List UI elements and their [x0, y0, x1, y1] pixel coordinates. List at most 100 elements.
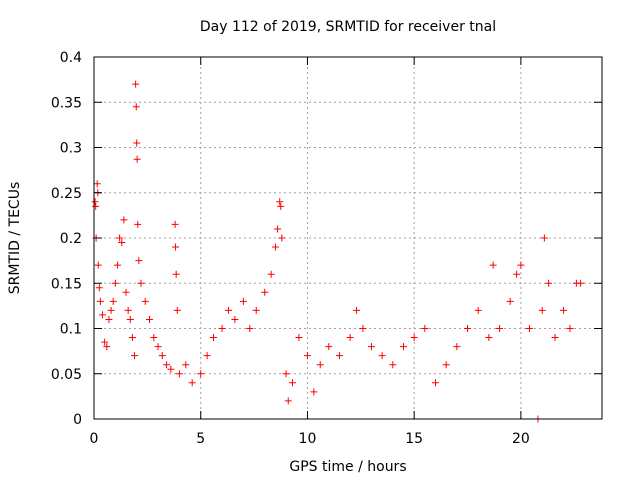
data-point [92, 202, 100, 210]
y-tick-label: 0.25 [51, 186, 82, 202]
data-point [271, 243, 279, 251]
data-point [432, 379, 440, 387]
data-point [566, 325, 574, 332]
data-point [485, 334, 493, 342]
data-point [282, 370, 290, 378]
data-point [289, 379, 297, 387]
grid [94, 57, 602, 419]
data-point [274, 225, 282, 233]
data-point [525, 325, 533, 332]
data-point [116, 234, 124, 242]
data-point [93, 180, 101, 188]
data-point [284, 397, 292, 405]
data-point [158, 352, 166, 360]
data-point [399, 343, 407, 351]
y-tick-label: 0.35 [51, 95, 82, 111]
data-point [122, 288, 130, 296]
data-point [103, 343, 111, 351]
data-point [131, 352, 139, 360]
data-point [91, 198, 99, 206]
data-point [137, 279, 145, 287]
data-point [163, 361, 171, 369]
data-point [154, 343, 162, 351]
data-point [453, 343, 461, 351]
y-tick-label: 0.4 [60, 50, 82, 66]
data-point [133, 155, 141, 163]
x-tick-label: 10 [299, 431, 317, 447]
y-tick-label: 0.1 [60, 322, 82, 338]
y-tick-label: 0 [73, 412, 82, 428]
data-point [410, 334, 418, 342]
data-point [175, 370, 183, 378]
data-point [359, 325, 367, 332]
data-point [173, 306, 181, 314]
data-point [496, 325, 504, 332]
data-point [99, 311, 107, 319]
data-point [203, 352, 211, 360]
y-tick-label: 0.2 [60, 231, 82, 247]
data-point [101, 338, 109, 346]
data-point [218, 325, 226, 332]
data-point [224, 306, 232, 314]
data-point [540, 234, 548, 242]
data-point [389, 361, 397, 369]
data-point [267, 270, 275, 278]
data-point [135, 257, 143, 265]
data-point [172, 243, 180, 251]
data-point [378, 352, 386, 360]
x-tick-label: 0 [90, 431, 99, 447]
data-point [506, 297, 514, 305]
data-point [295, 334, 303, 342]
data-point [346, 334, 354, 342]
data-point [517, 261, 525, 269]
data-point [132, 103, 140, 111]
data-point [167, 365, 175, 373]
data-point [577, 279, 585, 287]
x-tick-label: 15 [405, 431, 423, 447]
data-point [303, 352, 311, 360]
data-point [128, 334, 136, 342]
data-point [310, 388, 318, 396]
data-point [261, 288, 269, 296]
x-tick-label: 5 [196, 431, 205, 447]
data-point [246, 325, 254, 332]
data-point [109, 297, 117, 305]
data-point [132, 80, 140, 88]
y-tick-label: 0.3 [60, 141, 82, 157]
data-point [325, 343, 333, 351]
x-tick-label: 20 [512, 431, 530, 447]
chart-title: Day 112 of 2019, SRMTID for receiver tna… [200, 19, 496, 35]
y-tick-label: 0.05 [51, 367, 82, 383]
data-point [171, 220, 179, 228]
data-point [231, 315, 239, 323]
data-point [278, 234, 286, 242]
data-point [252, 306, 260, 314]
data-point [335, 352, 343, 360]
data-point [111, 279, 119, 287]
data-point [107, 306, 115, 314]
data-point [182, 361, 190, 369]
data-point [538, 306, 546, 314]
data-point [113, 261, 121, 269]
data-point [105, 315, 113, 323]
data-point [560, 306, 568, 314]
data-point [442, 361, 450, 369]
data-point [124, 306, 132, 314]
data-point [120, 216, 128, 224]
data-point [133, 139, 141, 147]
data-point [145, 315, 153, 323]
data-point [197, 370, 205, 378]
data-point [545, 279, 553, 287]
data-point [141, 297, 149, 305]
data-point [188, 379, 196, 387]
data-point [421, 325, 429, 332]
data-point [134, 220, 142, 228]
data-point [277, 202, 285, 210]
data-point [239, 297, 247, 305]
data-point [367, 343, 375, 351]
x-axis-label: GPS time / hours [289, 459, 406, 475]
data-point [489, 261, 497, 269]
data-point [95, 284, 103, 292]
data-point [94, 261, 102, 269]
data-point [210, 334, 218, 342]
